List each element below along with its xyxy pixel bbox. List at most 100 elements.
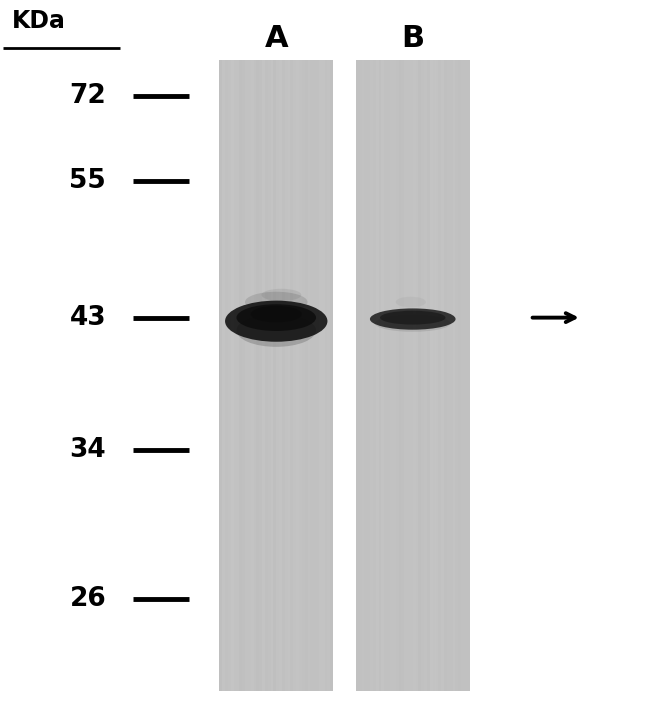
Ellipse shape: [251, 306, 302, 323]
Bar: [407, 60, 410, 691]
Bar: [467, 60, 469, 691]
Ellipse shape: [237, 304, 316, 331]
Bar: [254, 60, 256, 691]
Ellipse shape: [245, 292, 307, 312]
Bar: [430, 60, 433, 691]
Bar: [461, 60, 464, 691]
Bar: [319, 60, 322, 691]
Bar: [313, 60, 316, 691]
Bar: [373, 60, 376, 691]
Bar: [233, 60, 237, 691]
Bar: [433, 60, 436, 691]
Text: 72: 72: [70, 83, 106, 108]
Text: B: B: [401, 25, 424, 53]
Bar: [245, 60, 248, 691]
Ellipse shape: [396, 296, 426, 308]
Ellipse shape: [261, 289, 302, 301]
Text: A: A: [265, 25, 288, 53]
Bar: [222, 60, 225, 691]
Bar: [330, 60, 333, 691]
Bar: [228, 60, 231, 691]
Bar: [305, 60, 307, 691]
Bar: [452, 60, 456, 691]
Bar: [370, 60, 373, 691]
Bar: [396, 60, 398, 691]
Bar: [248, 60, 251, 691]
Ellipse shape: [370, 308, 456, 330]
Bar: [231, 60, 233, 691]
Bar: [390, 60, 393, 691]
Bar: [279, 60, 282, 691]
Bar: [361, 60, 365, 691]
Bar: [311, 60, 313, 691]
Bar: [359, 60, 361, 691]
Bar: [424, 60, 427, 691]
Bar: [220, 60, 333, 691]
Bar: [401, 60, 404, 691]
Text: 55: 55: [70, 168, 106, 194]
Bar: [285, 60, 287, 691]
Bar: [328, 60, 330, 691]
Bar: [458, 60, 461, 691]
Bar: [220, 60, 222, 691]
Bar: [376, 60, 378, 691]
Bar: [268, 60, 270, 691]
Bar: [384, 60, 387, 691]
Bar: [450, 60, 452, 691]
Bar: [387, 60, 390, 691]
Bar: [293, 60, 296, 691]
Bar: [419, 60, 421, 691]
Bar: [410, 60, 413, 691]
Bar: [265, 60, 268, 691]
Bar: [464, 60, 467, 691]
Bar: [404, 60, 407, 691]
Bar: [242, 60, 245, 691]
Bar: [367, 60, 370, 691]
Text: 34: 34: [70, 437, 106, 463]
Bar: [296, 60, 299, 691]
Ellipse shape: [225, 301, 328, 342]
Bar: [356, 60, 469, 691]
Bar: [436, 60, 438, 691]
Bar: [270, 60, 274, 691]
Bar: [307, 60, 311, 691]
Bar: [322, 60, 324, 691]
Text: KDa: KDa: [12, 9, 66, 33]
Text: 26: 26: [70, 586, 106, 612]
Bar: [324, 60, 328, 691]
Bar: [282, 60, 285, 691]
Bar: [378, 60, 382, 691]
Bar: [438, 60, 441, 691]
Bar: [441, 60, 444, 691]
Bar: [259, 60, 262, 691]
Bar: [393, 60, 396, 691]
Text: 43: 43: [70, 305, 106, 330]
Bar: [256, 60, 259, 691]
Bar: [456, 60, 458, 691]
Bar: [262, 60, 265, 691]
Bar: [444, 60, 447, 691]
Bar: [239, 60, 242, 691]
Bar: [398, 60, 401, 691]
Bar: [299, 60, 302, 691]
Bar: [365, 60, 367, 691]
Bar: [291, 60, 293, 691]
Bar: [356, 60, 359, 691]
Bar: [302, 60, 305, 691]
Bar: [274, 60, 276, 691]
Bar: [276, 60, 279, 691]
Bar: [237, 60, 239, 691]
Bar: [287, 60, 291, 691]
Bar: [427, 60, 430, 691]
Bar: [382, 60, 384, 691]
Ellipse shape: [375, 315, 450, 332]
Bar: [251, 60, 254, 691]
Bar: [225, 60, 228, 691]
Bar: [413, 60, 415, 691]
Bar: [421, 60, 424, 691]
Ellipse shape: [380, 311, 445, 325]
Bar: [447, 60, 450, 691]
Bar: [415, 60, 419, 691]
Bar: [316, 60, 319, 691]
Ellipse shape: [237, 314, 316, 347]
